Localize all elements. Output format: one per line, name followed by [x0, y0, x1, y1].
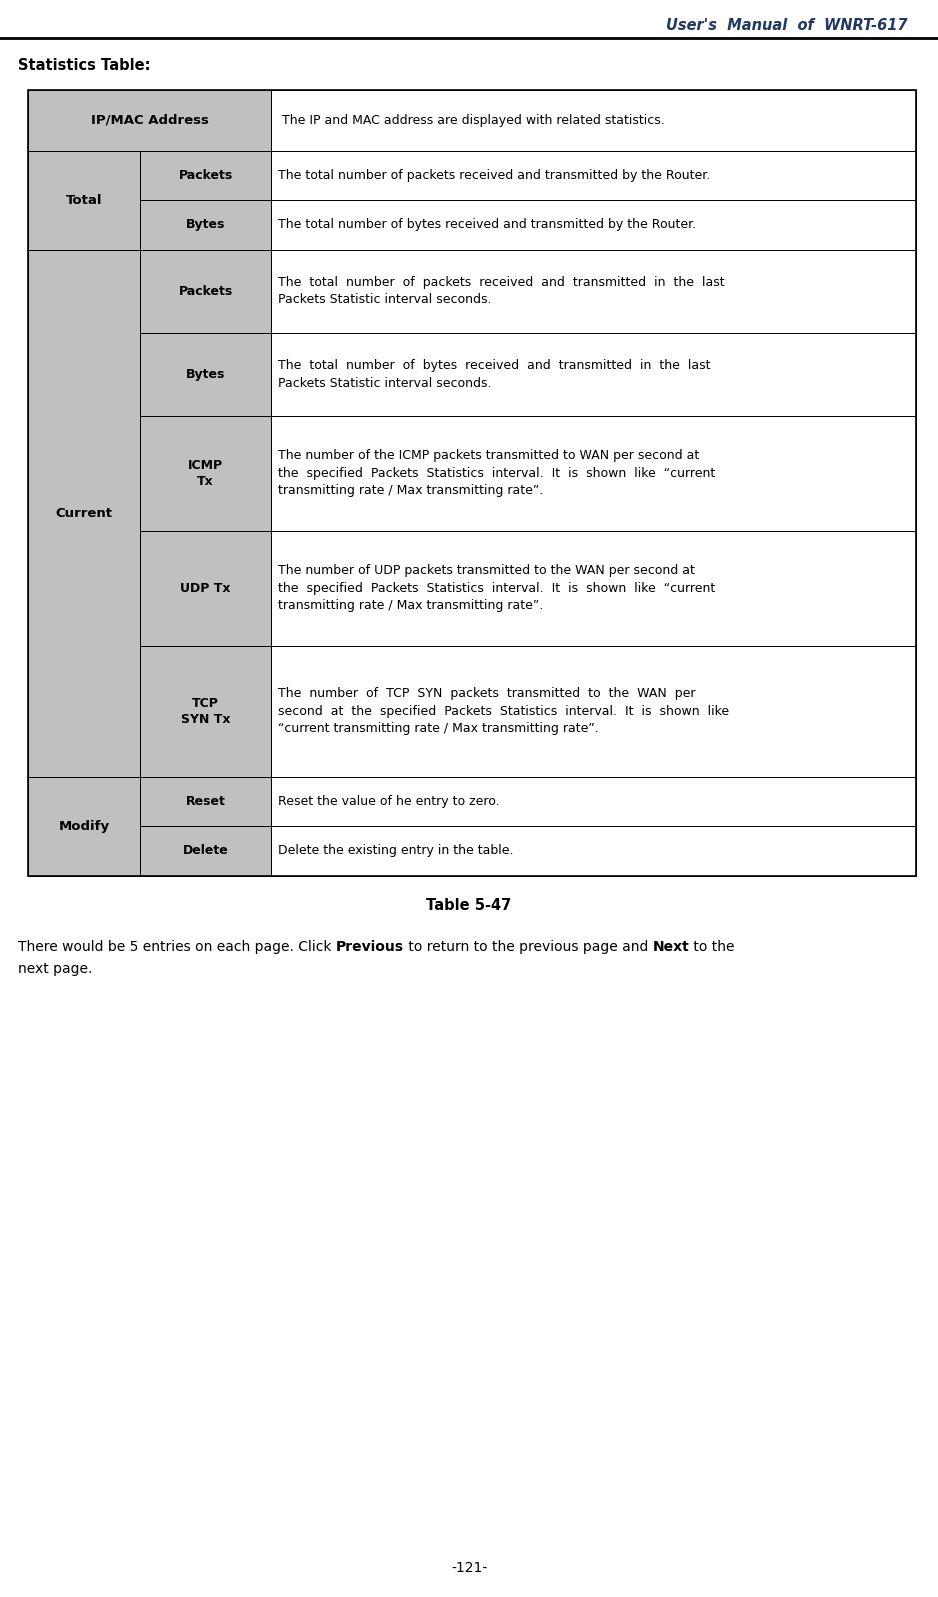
Text: Packets: Packets — [178, 284, 233, 297]
Text: ICMP
Tx: ICMP Tx — [188, 458, 223, 487]
Text: The IP and MAC address are displayed with related statistics.: The IP and MAC address are displayed wit… — [279, 113, 665, 126]
Bar — [271, 826, 916, 875]
Bar — [140, 150, 271, 200]
Text: Reset the value of he entry to zero.: Reset the value of he entry to zero. — [279, 795, 500, 808]
Text: Total: Total — [66, 193, 102, 206]
Bar — [140, 645, 271, 776]
Bar — [28, 89, 916, 875]
Text: Delete the existing entry in the table.: Delete the existing entry in the table. — [279, 845, 514, 858]
Bar — [271, 645, 916, 776]
Bar — [271, 200, 916, 249]
Text: The number of UDP packets transmitted to the WAN per second at
the  specified  P: The number of UDP packets transmitted to… — [279, 564, 716, 612]
Bar — [140, 200, 271, 249]
Text: Modify: Modify — [58, 819, 110, 832]
Bar — [140, 826, 271, 875]
Bar — [28, 89, 271, 150]
Text: The number of the ICMP packets transmitted to WAN per second at
the  specified  : The number of the ICMP packets transmitt… — [279, 449, 716, 497]
Bar — [28, 776, 140, 875]
Bar — [140, 332, 271, 415]
Bar — [28, 150, 140, 249]
Text: Table 5-47: Table 5-47 — [427, 898, 511, 913]
Bar — [271, 150, 916, 200]
Bar — [140, 530, 271, 645]
Bar — [271, 776, 916, 826]
Text: -121-: -121- — [451, 1560, 487, 1575]
Text: The  total  number  of  bytes  received  and  transmitted  in  the  last
Packets: The total number of bytes received and t… — [279, 359, 711, 390]
Bar — [271, 415, 916, 530]
Text: Previous: Previous — [336, 939, 404, 953]
Text: to the: to the — [689, 939, 734, 953]
Text: IP/MAC Address: IP/MAC Address — [91, 113, 208, 126]
Text: Reset: Reset — [186, 795, 225, 808]
Text: next page.: next page. — [18, 961, 92, 976]
Bar — [140, 249, 271, 332]
Bar — [271, 249, 916, 332]
Text: Next: Next — [653, 939, 689, 953]
Text: Bytes: Bytes — [186, 219, 225, 232]
Text: The total number of packets received and transmitted by the Router.: The total number of packets received and… — [279, 169, 711, 182]
Text: The  total  number  of  packets  received  and  transmitted  in  the  last
Packe: The total number of packets received and… — [279, 276, 725, 307]
Bar — [28, 249, 140, 776]
Bar — [271, 89, 916, 150]
Bar — [271, 530, 916, 645]
Text: UDP Tx: UDP Tx — [180, 581, 231, 594]
Text: Statistics Table:: Statistics Table: — [18, 57, 150, 73]
Text: Packets: Packets — [178, 169, 233, 182]
Text: Bytes: Bytes — [186, 367, 225, 380]
Bar — [140, 776, 271, 826]
Text: The total number of bytes received and transmitted by the Router.: The total number of bytes received and t… — [279, 219, 696, 232]
Text: Current: Current — [55, 506, 113, 519]
Bar — [271, 332, 916, 415]
Text: User's  Manual  of  WNRT-617: User's Manual of WNRT-617 — [667, 18, 908, 34]
Text: Delete: Delete — [183, 845, 229, 858]
Text: There would be 5 entries on each page. Click: There would be 5 entries on each page. C… — [18, 939, 336, 953]
Text: TCP
SYN Tx: TCP SYN Tx — [181, 696, 231, 725]
Bar — [140, 415, 271, 530]
Text: The  number  of  TCP  SYN  packets  transmitted  to  the  WAN  per
second  at  t: The number of TCP SYN packets transmitte… — [279, 687, 730, 735]
Text: to return to the previous page and: to return to the previous page and — [404, 939, 653, 953]
